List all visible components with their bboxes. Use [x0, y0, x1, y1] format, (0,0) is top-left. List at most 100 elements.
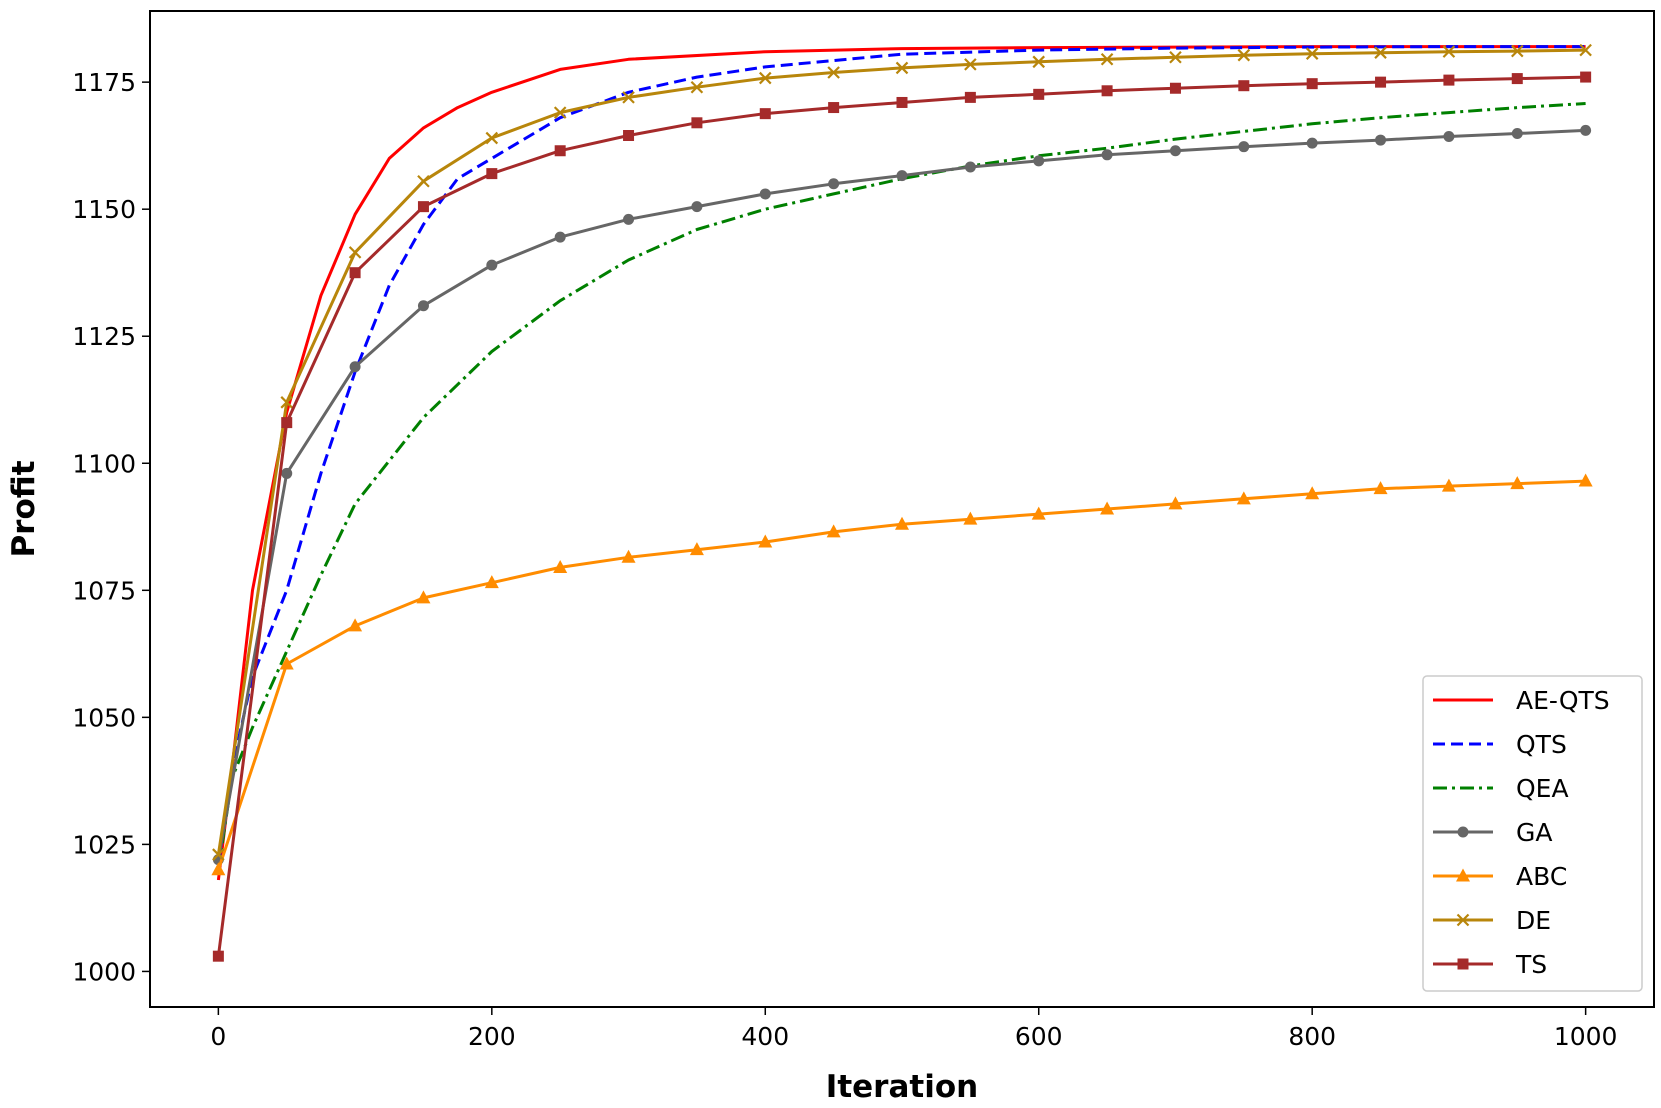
- y-tick-label: 1000: [72, 957, 136, 986]
- data-point-abc: [1305, 486, 1320, 500]
- data-point-ga: [1511, 127, 1523, 139]
- x-tick-label: 600: [1015, 1022, 1063, 1051]
- legend-item-qts: QTS: [1433, 730, 1567, 759]
- data-point-abc: [1441, 478, 1456, 492]
- data-point-de: [1442, 45, 1456, 58]
- y-tick-label: 1100: [72, 449, 136, 478]
- x-axis-ticks: 0 200 400 600 800 1000: [210, 1007, 1617, 1051]
- data-point-de: [1032, 55, 1046, 69]
- y-tick-label: 1125: [72, 322, 136, 351]
- data-point-de: [417, 174, 430, 188]
- legend-label: DE: [1516, 906, 1551, 935]
- series-qts: [216, 45, 1586, 865]
- legend-item-de: DE: [1433, 906, 1551, 935]
- data-point-ts: [281, 417, 293, 429]
- data-point-de: [1579, 43, 1592, 57]
- x-tick-label: 800: [1288, 1022, 1336, 1051]
- data-point-ga: [417, 300, 429, 312]
- data-point-abc: [826, 524, 841, 538]
- data-point-abc: [1100, 501, 1115, 515]
- data-point-de: [1237, 48, 1251, 62]
- data-point-de: [1305, 47, 1319, 60]
- data-point-ga: [691, 201, 703, 213]
- data-point-ts: [1238, 80, 1250, 92]
- data-point-ts: [896, 96, 908, 108]
- data-point-ga: [486, 259, 498, 271]
- data-point-de: [348, 246, 362, 259]
- series-line-ae-qts: [216, 45, 1586, 881]
- data-point-ga: [1306, 137, 1318, 149]
- data-point-ts: [1511, 73, 1523, 85]
- data-point-ts: [623, 130, 635, 141]
- legend-item-ga: GA: [1433, 818, 1552, 847]
- data-point-ga: [1375, 134, 1387, 146]
- legend: AE-QTS QTS QEA GA ABC DE TS: [1422, 675, 1643, 992]
- data-point-abc: [279, 656, 294, 670]
- y-tick-label: 1025: [72, 830, 136, 859]
- data-point-de: [280, 396, 294, 409]
- data-point-de: [690, 80, 704, 94]
- data-point-ts: [759, 108, 771, 120]
- data-point-ts: [964, 91, 976, 103]
- data-point-abc: [348, 618, 363, 632]
- data-point-abc: [1510, 476, 1525, 490]
- legend-marker: [1456, 868, 1470, 882]
- data-point-de: [1100, 52, 1114, 66]
- legend-marker: [1456, 913, 1470, 927]
- legend-label: QTS: [1516, 730, 1567, 759]
- data-point-ga: [554, 231, 566, 243]
- x-tick-label: 200: [468, 1022, 516, 1051]
- data-point-abc: [758, 534, 773, 548]
- data-point-ts: [1101, 85, 1113, 97]
- data-point-ga: [623, 213, 635, 225]
- y-tick-label: 1175: [72, 68, 136, 97]
- data-point-de: [758, 71, 772, 85]
- data-point-ts: [691, 117, 703, 129]
- data-point-de: [964, 58, 977, 71]
- x-tick-label: 0: [210, 1022, 226, 1051]
- data-point-de: [895, 61, 909, 75]
- data-point-ga: [964, 161, 976, 173]
- y-tick-label: 1075: [72, 576, 136, 605]
- y-tick-label: 1050: [72, 703, 136, 732]
- legend-label: TS: [1515, 950, 1547, 979]
- data-point-ga: [759, 188, 771, 200]
- data-point-de: [553, 106, 567, 119]
- legend-box: [1422, 675, 1643, 992]
- plot-frame: [149, 10, 1655, 1008]
- data-point-ga: [1443, 131, 1455, 143]
- data-point-abc: [1236, 491, 1251, 505]
- data-point-ts: [1375, 76, 1387, 88]
- x-axis-title: Iteration: [826, 1069, 978, 1105]
- data-point-abc: [1031, 506, 1046, 520]
- data-point-de: [485, 131, 499, 145]
- y-axis-title: Profit: [6, 460, 42, 557]
- data-point-de: [1169, 50, 1182, 64]
- data-point-ts: [1306, 78, 1318, 90]
- data-point-ga: [1101, 149, 1113, 161]
- series-de: [212, 43, 1592, 861]
- data-point-abc: [553, 559, 568, 573]
- data-point-de: [1374, 46, 1387, 59]
- data-point-ga: [828, 178, 840, 190]
- data-point-abc: [963, 511, 978, 525]
- data-point-abc: [895, 516, 909, 530]
- data-point-abc: [1578, 473, 1593, 487]
- x-tick-label: 1000: [1554, 1022, 1618, 1051]
- legend-label: QEA: [1516, 774, 1569, 803]
- data-point-abc: [1373, 481, 1388, 495]
- legend-marker: [1457, 826, 1469, 838]
- data-point-abc: [484, 575, 499, 589]
- series-line-qts: [216, 45, 1586, 865]
- legend-item-ts: TS: [1433, 950, 1547, 979]
- y-tick-label: 1150: [72, 195, 136, 224]
- data-point-ts: [212, 950, 224, 962]
- legend-item-abc: ABC: [1433, 862, 1567, 891]
- y-axis-ticks: 1000 1025 1050 1075 1100 1125 1150 1175: [72, 68, 150, 986]
- data-point-ga: [1169, 145, 1181, 157]
- series-line-qea: [216, 102, 1586, 871]
- legend-label: GA: [1516, 818, 1552, 847]
- data-point-abc: [621, 549, 636, 563]
- data-point-de: [622, 91, 635, 104]
